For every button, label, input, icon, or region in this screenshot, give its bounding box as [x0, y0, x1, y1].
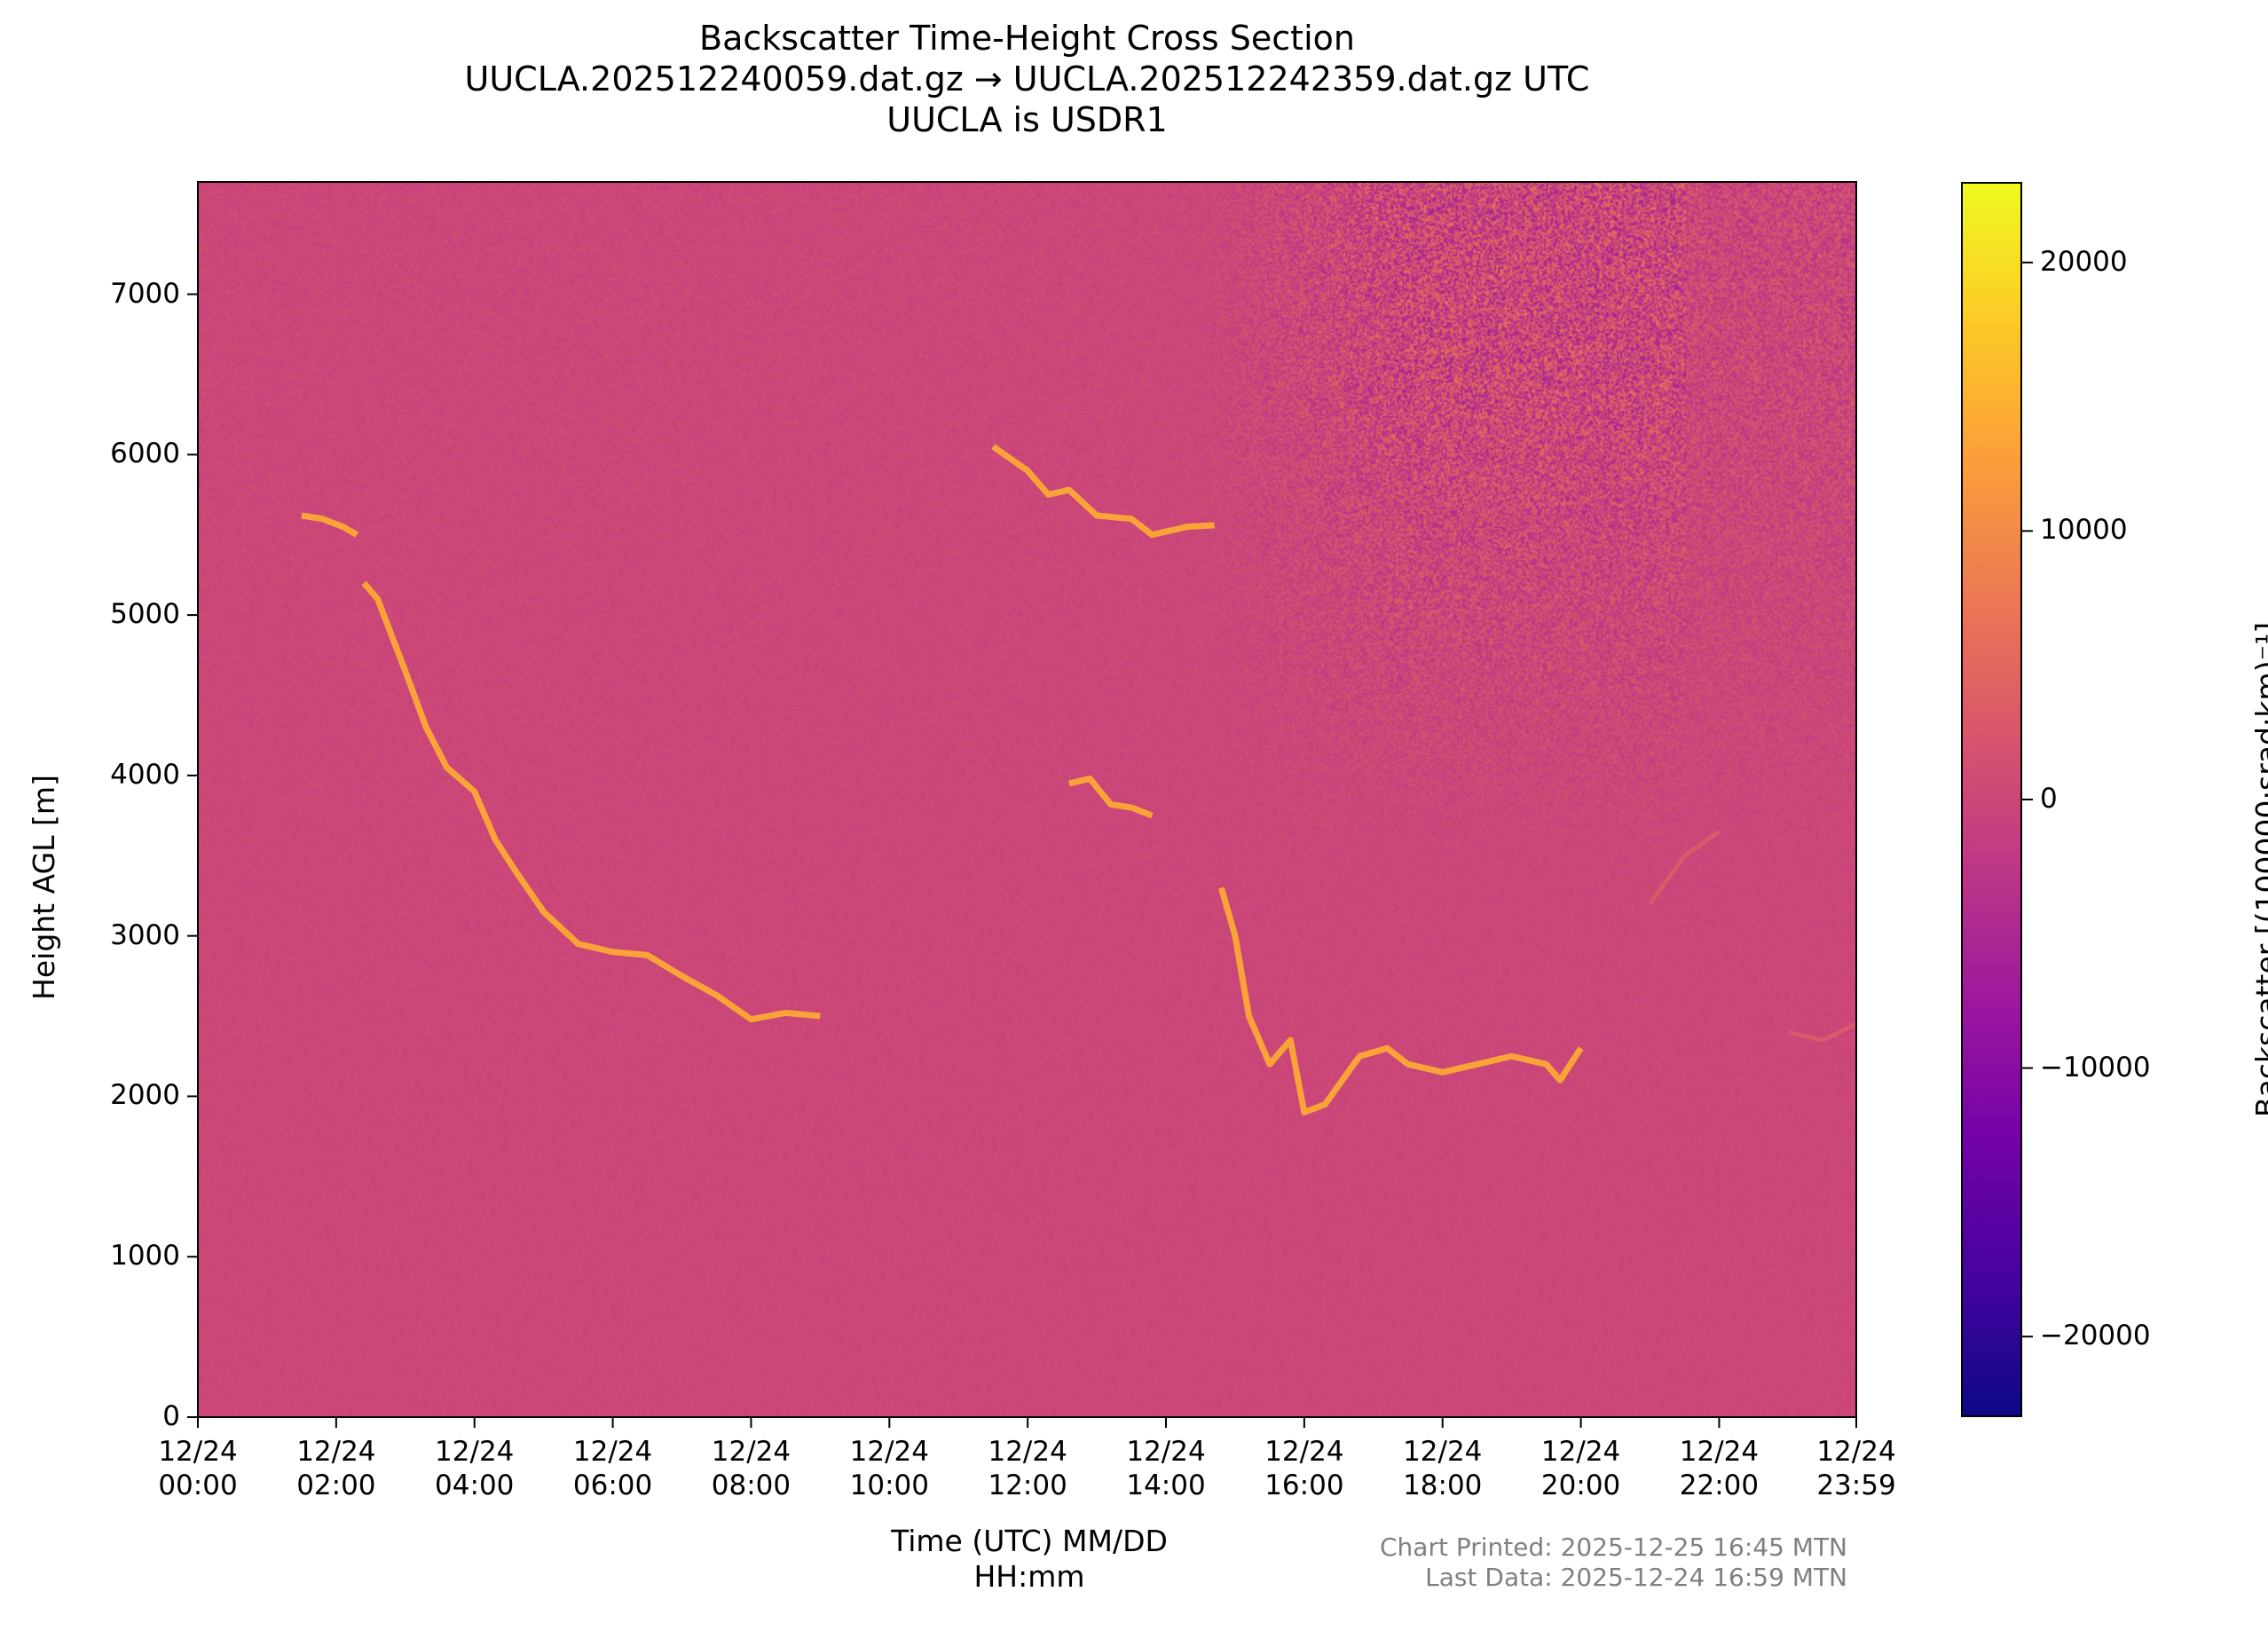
cloud-layer-layer-evening [1218, 886, 1584, 1116]
last-data-note: Last Data: 2025-12-24 16:59 MTN [1425, 1563, 1847, 1592]
y-tick-label: 5000 [110, 598, 180, 631]
colorbar-tick-label: −10000 [2040, 1051, 2151, 1083]
cloud-layer-layer-descending [361, 580, 821, 1023]
cloud-layer-layer-early-high [301, 512, 358, 538]
x-tick-label: 12/24 14:00 [1126, 1436, 1206, 1501]
y-axis-label: Height AGL [m] [27, 775, 61, 1000]
x-tick-label: 12/24 18:00 [1403, 1436, 1483, 1501]
x-tick-label: 12/24 12:00 [988, 1436, 1067, 1501]
chart-subtitle-station: UUCLA is USDR1 [886, 100, 1168, 139]
y-tick-label: 1000 [110, 1240, 180, 1272]
x-tick-label: 12/24 00:00 [158, 1436, 238, 1501]
y-tick-label: 2000 [110, 1079, 180, 1112]
colorbar-tick-label: 10000 [2040, 514, 2128, 547]
colorbar-tick-label: 20000 [2040, 245, 2128, 278]
chart-title: Backscatter Time-Height Cross Section [699, 19, 1355, 58]
colorbar-tick-label: 0 [2040, 783, 2058, 815]
cloud-layer-layer-late-faint [1648, 830, 1721, 905]
colorbar [1961, 182, 2022, 1417]
x-tick-label: 12/24 16:00 [1264, 1436, 1344, 1501]
y-tick-label: 7000 [110, 277, 180, 310]
chart-printed-note: Chart Printed: 2025-12-25 16:45 MTN [1379, 1533, 1847, 1562]
x-tick-label: 12/24 02:00 [296, 1436, 376, 1501]
cloud-layer-layer-midday-mid [1068, 775, 1154, 819]
x-tick-label: 12/24 23:59 [1816, 1436, 1896, 1501]
x-tick-label: 12/24 20:00 [1540, 1436, 1621, 1501]
x-axis-label: Time (UTC) MM/DD HH:mm [891, 1524, 1168, 1594]
x-tick-label: 12/24 22:00 [1679, 1436, 1760, 1501]
x-tick-label: 12/24 10:00 [849, 1436, 929, 1501]
y-tick-label: 4000 [110, 758, 180, 791]
colorbar-label: Backscatter [(100000·srad·km)⁻¹] [2249, 621, 2268, 1118]
backscatter-heatmap [198, 182, 1856, 1417]
cloud-layer-layer-midday-high [991, 444, 1215, 539]
x-tick-label: 12/24 08:00 [711, 1436, 791, 1501]
x-tick-label: 12/24 06:00 [572, 1436, 653, 1501]
x-tick-label: 12/24 04:00 [435, 1436, 515, 1501]
y-tick-label: 0 [162, 1400, 180, 1432]
chart-subtitle: UUCLA.202512240059.dat.gz → UUCLA.202512… [464, 59, 1590, 98]
cloud-layer-layer-night-faint [1787, 1021, 1857, 1043]
plot-frame [197, 181, 1857, 1418]
y-tick-label: 3000 [110, 918, 180, 951]
colorbar-tick-label: −20000 [2040, 1320, 2151, 1352]
y-tick-label: 6000 [110, 437, 180, 470]
